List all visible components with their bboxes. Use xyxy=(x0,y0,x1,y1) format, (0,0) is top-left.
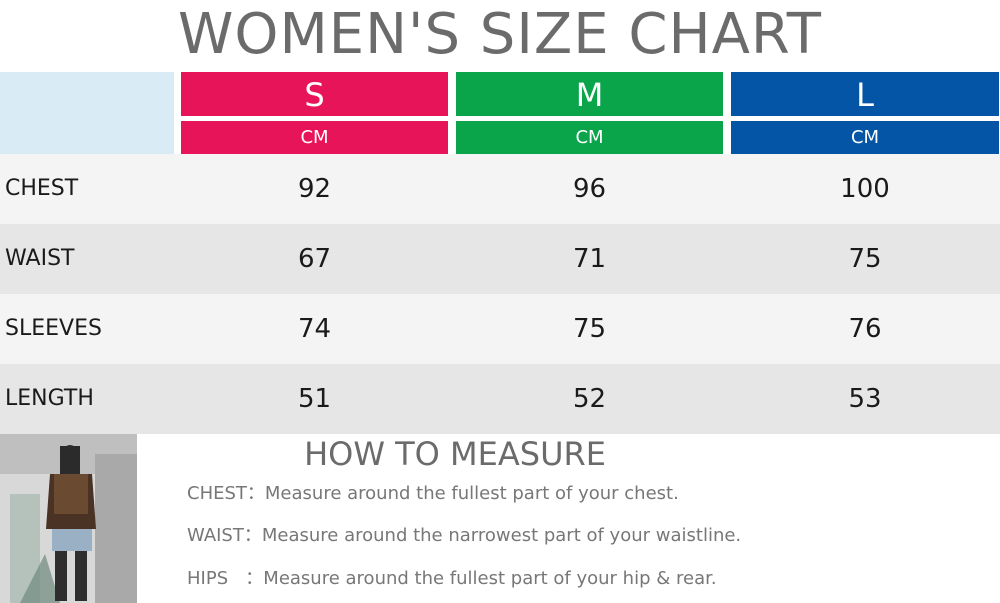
size-unit-s: CM xyxy=(181,121,448,154)
size-unit-l: CM xyxy=(731,121,999,154)
model-photo-illustration xyxy=(0,434,137,603)
measure-separator: ： xyxy=(243,525,262,546)
cell-s: 67 xyxy=(297,244,332,274)
size-header-l: L xyxy=(731,72,999,116)
how-to-measure-title: HOW TO MEASURE xyxy=(304,435,606,473)
cell-l: 100 xyxy=(840,174,890,204)
measure-item-hips: HIPS ：Measure around the fullest part of… xyxy=(187,564,717,594)
measure-item-waist: WAIST：Measure around the narrowest part … xyxy=(187,521,741,551)
cell-m: 71 xyxy=(572,244,607,274)
page-title: WOMEN'S SIZE CHART xyxy=(178,2,822,67)
measure-key: WAIST xyxy=(187,525,244,546)
cell-m: 52 xyxy=(572,384,607,414)
measure-text: Measure around the fullest part of your … xyxy=(264,483,679,504)
measure-text: Measure around the narrowest part of you… xyxy=(261,525,742,546)
cell-m: 75 xyxy=(572,314,607,344)
table-row: WAIST 67 71 75 xyxy=(0,224,1000,294)
row-label: SLEEVES xyxy=(5,316,102,341)
row-label: LENGTH xyxy=(5,386,94,411)
cell-l: 76 xyxy=(848,314,882,344)
cell-s: 74 xyxy=(297,314,332,344)
cell-s: 51 xyxy=(297,384,332,414)
measure-item-chest: CHEST：Measure around the fullest part of… xyxy=(187,479,679,509)
model-photo xyxy=(0,434,137,603)
table-row: SLEEVES 74 75 76 xyxy=(0,294,1000,364)
measure-separator: ： xyxy=(246,483,265,504)
header-blank-cell xyxy=(0,72,174,154)
cell-s: 92 xyxy=(297,174,332,204)
table-row: CHEST 92 96 100 xyxy=(0,154,1000,224)
cell-l: 53 xyxy=(848,384,882,414)
measure-text: Measure around the fullest part of your … xyxy=(263,568,717,589)
measure-key: CHEST xyxy=(187,483,247,504)
size-unit-m: CM xyxy=(456,121,723,154)
measure-separator: ： xyxy=(228,568,264,589)
size-header-m: M xyxy=(456,72,723,116)
measure-key: HIPS xyxy=(187,568,229,589)
size-header-s: S xyxy=(181,72,448,116)
cell-m: 96 xyxy=(572,174,607,204)
row-label: CHEST xyxy=(5,176,79,201)
table-row: LENGTH 51 52 53 xyxy=(0,364,1000,434)
row-label: WAIST xyxy=(5,246,75,271)
cell-l: 75 xyxy=(848,244,882,274)
